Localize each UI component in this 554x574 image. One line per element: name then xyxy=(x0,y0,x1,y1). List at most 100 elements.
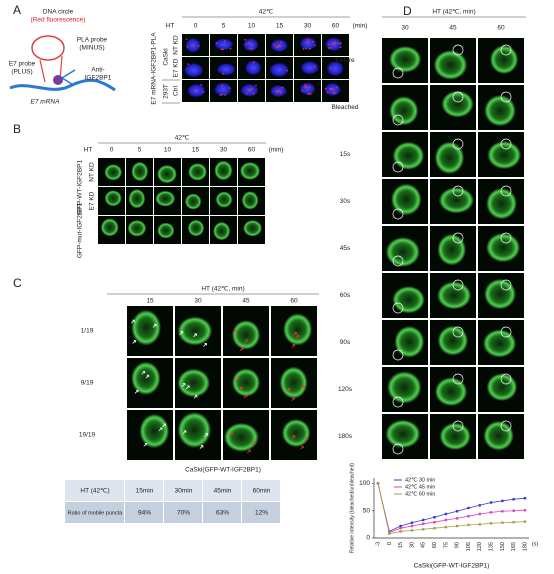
point xyxy=(478,523,481,526)
point xyxy=(388,532,391,535)
pla-dot xyxy=(307,93,310,95)
table-text: 70% xyxy=(177,510,190,517)
cell xyxy=(243,220,262,237)
cell xyxy=(487,141,522,170)
point xyxy=(467,506,470,510)
row-label: 19/19 xyxy=(79,432,96,439)
point xyxy=(399,530,402,533)
table-text: 94% xyxy=(138,510,151,517)
bleach-roi xyxy=(392,161,404,173)
arrow xyxy=(229,432,233,436)
pla-dot xyxy=(223,40,226,42)
point xyxy=(489,522,493,525)
bleach-roi xyxy=(452,373,464,385)
row-label: 180s xyxy=(338,433,353,440)
pla-dot xyxy=(215,42,218,44)
point xyxy=(512,498,515,501)
point xyxy=(512,520,515,524)
schematic-label: (MINUS) xyxy=(79,45,104,52)
cell xyxy=(185,37,202,54)
cell xyxy=(438,187,474,214)
cell xyxy=(490,45,519,74)
point xyxy=(444,525,448,529)
pla-dot xyxy=(286,69,288,72)
arrow xyxy=(235,377,239,382)
cell xyxy=(214,160,233,181)
point xyxy=(489,511,493,514)
cell xyxy=(269,38,289,53)
table-cell xyxy=(65,480,124,501)
point xyxy=(422,518,425,522)
cell xyxy=(232,368,260,397)
arrow xyxy=(145,374,150,379)
arrow xyxy=(304,437,308,442)
bleach-roi xyxy=(392,208,404,220)
schematic-label: E7 mRNA xyxy=(31,99,60,106)
cell xyxy=(157,222,175,239)
pla-dot xyxy=(276,90,279,93)
arrow xyxy=(185,385,190,390)
row-label: 60s xyxy=(340,292,351,299)
table-cell xyxy=(125,502,163,523)
panel-label: D xyxy=(403,4,412,18)
x-tick-label: 165 xyxy=(511,542,517,551)
header-label: HT (42℃, min) xyxy=(201,286,244,293)
series-line xyxy=(377,483,526,534)
pla-dot xyxy=(220,48,223,50)
cell xyxy=(437,281,472,310)
bleach-roi xyxy=(392,302,404,314)
time-label: 45 xyxy=(449,25,457,32)
point xyxy=(410,529,414,532)
schematic xyxy=(9,35,116,92)
caption: CaSki(GFP-WT-IGF2BP1) xyxy=(185,467,261,474)
row-label: Before xyxy=(335,57,355,64)
cell xyxy=(283,313,313,346)
cell xyxy=(486,187,517,220)
table-text: 12% xyxy=(255,510,268,517)
cell xyxy=(385,419,421,449)
cell xyxy=(131,309,161,346)
cell xyxy=(183,62,204,78)
table-cell xyxy=(203,502,241,523)
bleach-roi xyxy=(452,185,464,197)
point xyxy=(455,524,459,528)
time-label: 10 xyxy=(164,147,172,154)
pla-dot xyxy=(255,84,257,87)
point xyxy=(399,526,402,530)
pla-dot xyxy=(333,42,336,45)
arrow xyxy=(204,433,208,437)
cell xyxy=(439,422,471,450)
x-tick-label: 75 xyxy=(443,542,449,548)
point xyxy=(399,524,402,528)
time-label: 30 xyxy=(401,25,409,32)
bleach-roi xyxy=(452,91,464,103)
point xyxy=(467,523,470,527)
cell xyxy=(391,183,422,216)
cell xyxy=(387,371,422,404)
table-text: Ratio of mobile puncta xyxy=(68,510,124,516)
condition-label: 42℃ xyxy=(175,135,190,142)
pla-dot xyxy=(301,89,304,92)
pla-dot xyxy=(314,44,316,47)
point xyxy=(433,520,436,524)
cell xyxy=(242,37,260,52)
time-label: 10 xyxy=(248,23,256,30)
pla-dot xyxy=(310,93,312,95)
pla-dot xyxy=(249,88,252,91)
cell xyxy=(385,237,420,267)
arrow xyxy=(251,441,256,446)
pla-dot xyxy=(244,38,246,41)
cell xyxy=(434,141,465,174)
group-label: CaSki xyxy=(163,48,170,65)
pla-dot xyxy=(306,39,309,41)
pla-dot xyxy=(328,43,330,45)
pla-dot xyxy=(277,45,280,47)
bleach-roi xyxy=(500,185,512,197)
x-tick-label: 180 xyxy=(522,542,528,551)
cell xyxy=(188,163,207,181)
pla-dot xyxy=(330,47,333,49)
arrow xyxy=(141,370,146,375)
pla-dot xyxy=(222,72,225,75)
point xyxy=(523,508,527,512)
x-unit-label: (s) xyxy=(532,541,539,547)
